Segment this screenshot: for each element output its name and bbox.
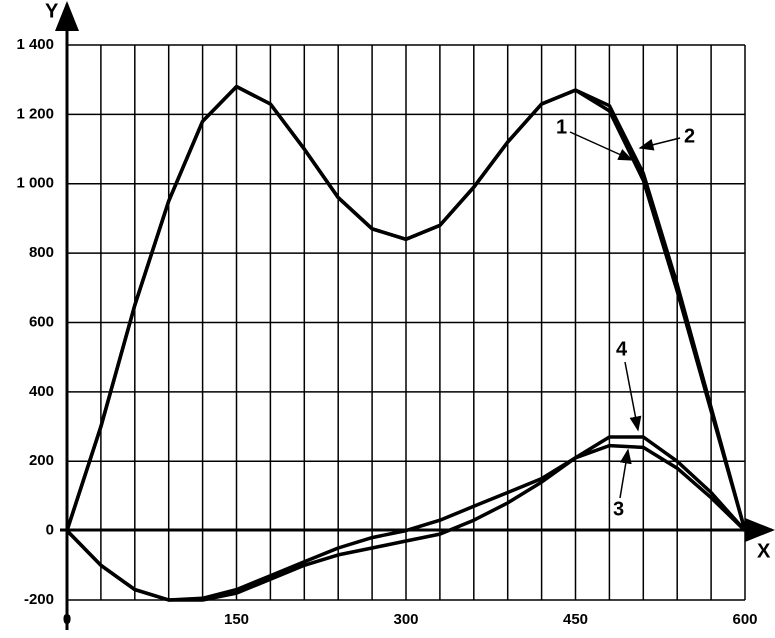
y-tick-label: 800: [29, 244, 54, 261]
y-tick-label: 600: [29, 313, 54, 330]
x-tick-label: 600: [732, 611, 757, 628]
series-label: 3: [613, 498, 624, 520]
y-tick-label: 1 200: [16, 105, 54, 122]
x-tick-label: 0: [63, 611, 71, 628]
y-tick-label: 200: [29, 452, 54, 469]
series-label: 4: [616, 338, 628, 360]
leader: [619, 448, 632, 499]
y-tick-label: -200: [24, 591, 54, 608]
x-tick-label: 300: [393, 611, 418, 628]
leader: [638, 137, 681, 151]
y-tick-label: 0: [46, 522, 54, 539]
x-tick-label: 450: [563, 611, 588, 628]
x-axis-label: X: [757, 540, 771, 562]
leader: [569, 131, 634, 161]
series-label: 1: [556, 116, 567, 138]
series-label: 2: [684, 125, 695, 147]
annotations: [569, 131, 681, 499]
y-axis-label: Y: [45, 0, 59, 22]
series-line: [65, 435, 747, 602]
y-tick-label: 1 000: [16, 175, 54, 192]
x-tick-label: 150: [224, 611, 249, 628]
y-tick-label: 1 400: [16, 36, 54, 53]
grid: [66, 44, 746, 601]
leader: [624, 361, 642, 432]
y-tick-label: 400: [29, 383, 54, 400]
